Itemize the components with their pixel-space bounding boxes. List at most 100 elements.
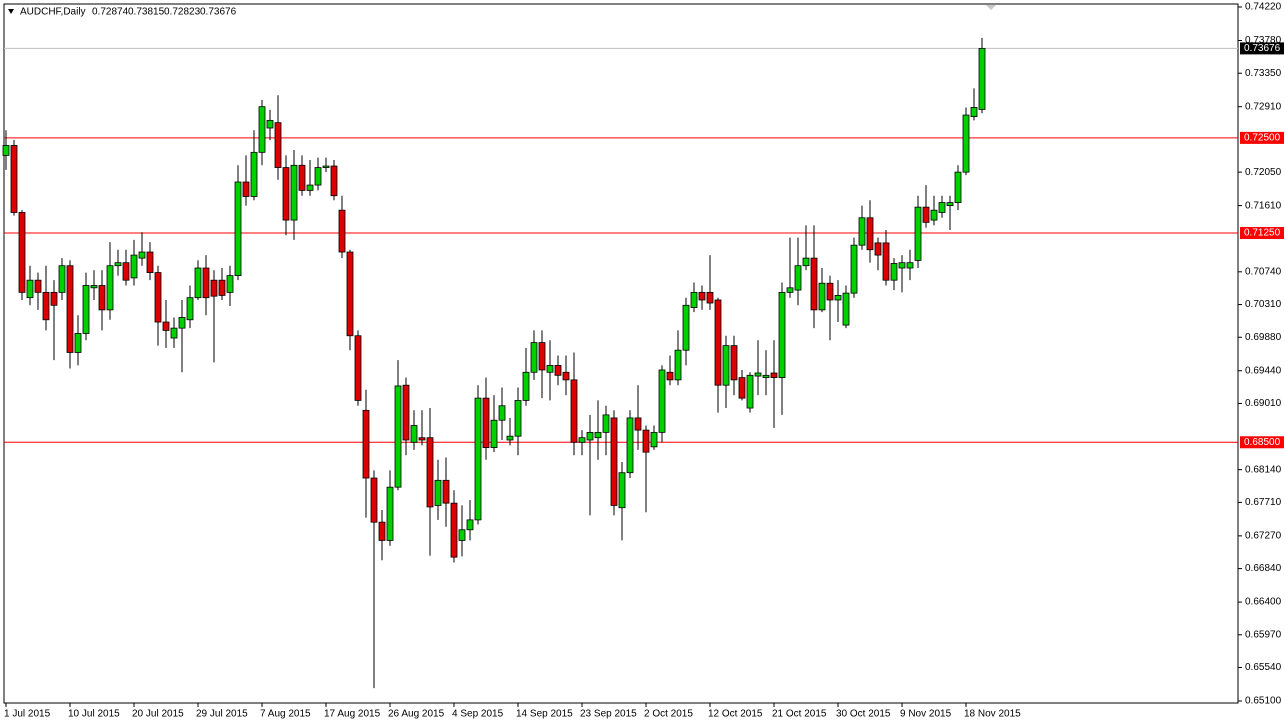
candle-body [82, 285, 90, 334]
x-tick-label: 9 Nov 2015 [900, 709, 952, 720]
candle-body [338, 209, 346, 253]
candle-body [746, 374, 754, 409]
candle-body [586, 431, 594, 441]
y-tick-label: 0.65540 [1245, 662, 1282, 673]
y-tick-label: 0.71610 [1245, 200, 1282, 211]
candle-body [666, 371, 674, 381]
candle-body [26, 279, 34, 299]
y-tick-label: 0.73350 [1245, 68, 1282, 79]
candle-body [842, 292, 850, 326]
candle-body [914, 206, 922, 261]
x-tick-label: 26 Aug 2015 [388, 709, 445, 720]
candle-body [2, 145, 10, 156]
candle-body [282, 167, 290, 221]
candle-body [818, 282, 826, 311]
candle-body [562, 371, 570, 381]
candle-body [954, 171, 962, 203]
candle-body [962, 114, 970, 173]
x-tick-label: 29 Jul 2015 [196, 709, 248, 720]
x-tick-label: 23 Sep 2015 [580, 709, 637, 720]
candle-body [626, 417, 634, 474]
x-tick-label: 1 Jul 2015 [4, 709, 51, 720]
candle-body [794, 265, 802, 291]
candle-body [434, 479, 442, 506]
candle-body [386, 486, 394, 541]
y-tick-label: 0.70310 [1245, 299, 1282, 310]
y-tick-label: 0.67710 [1245, 497, 1282, 508]
candle-body [738, 377, 746, 399]
candle-body [618, 472, 626, 509]
candle-body [466, 519, 474, 531]
candle-body [538, 342, 546, 371]
candle-body [226, 275, 234, 293]
candle-body [690, 291, 698, 308]
candle-body [242, 181, 250, 197]
price-label: 0.73676 [1244, 43, 1281, 54]
shift-marker [986, 5, 996, 10]
candle-body [394, 385, 402, 488]
header-open: 0.72874 [92, 7, 129, 18]
plot-area [3, 3, 1239, 704]
candle-body [890, 263, 898, 281]
candle-body [306, 184, 314, 191]
candle-body [194, 267, 202, 299]
candle-body [874, 242, 882, 256]
x-tick-label: 30 Oct 2015 [836, 709, 891, 720]
candle-body [866, 217, 874, 251]
candle-body [202, 267, 210, 299]
candle-body [834, 295, 842, 301]
y-tick-label: 0.65970 [1245, 629, 1282, 640]
x-tick-label: 21 Oct 2015 [772, 709, 827, 720]
candle-body [146, 251, 154, 273]
candle-body [450, 502, 458, 558]
candle-body [578, 437, 586, 443]
candle-body [642, 429, 650, 453]
candle-body [114, 262, 122, 267]
y-tick-label: 0.73780 [1245, 35, 1282, 46]
candle-body [810, 257, 818, 311]
candle-body [410, 425, 418, 443]
y-tick-label: 0.66840 [1245, 563, 1282, 574]
candle-body [426, 437, 434, 508]
candle-body [802, 257, 810, 267]
x-tick-label: 2 Oct 2015 [644, 709, 693, 720]
candle-body [122, 262, 130, 281]
candle-body [674, 349, 682, 381]
candle-body [898, 262, 906, 269]
candle-body [42, 291, 50, 321]
candle-body [826, 282, 834, 301]
candle-body [506, 435, 514, 441]
candle-body [322, 165, 330, 168]
price-label-box [1240, 42, 1284, 55]
candle-body [530, 342, 538, 373]
candle-body [186, 297, 194, 321]
level-label-box [1240, 436, 1284, 449]
level-label: 0.72500 [1244, 133, 1281, 144]
candle-body [610, 417, 618, 506]
candle-body [402, 384, 410, 441]
level-label: 0.71250 [1244, 228, 1281, 239]
x-tick-label: 20 Jul 2015 [132, 709, 184, 720]
candle-body [130, 254, 138, 279]
candle-body [778, 291, 786, 378]
candle-body [970, 107, 978, 117]
candle-body [474, 397, 482, 521]
candle-body [938, 202, 946, 213]
candle-body [66, 265, 74, 353]
y-tick-label: 0.68140 [1245, 464, 1282, 475]
x-tick-label: 18 Nov 2015 [964, 709, 1021, 720]
x-tick-label: 7 Aug 2015 [260, 709, 311, 720]
candle-body [754, 372, 762, 377]
y-tick-label: 0.66400 [1245, 597, 1282, 608]
x-tick-label: 17 Aug 2015 [324, 709, 381, 720]
candle-body [10, 145, 18, 213]
candle-body [682, 304, 690, 351]
candle-body [858, 217, 866, 246]
candle-body [346, 251, 354, 337]
candle-body [370, 477, 378, 523]
candle-body [442, 479, 450, 504]
candle-body [570, 379, 578, 443]
candle-body [210, 279, 218, 297]
candle-body [298, 164, 306, 191]
